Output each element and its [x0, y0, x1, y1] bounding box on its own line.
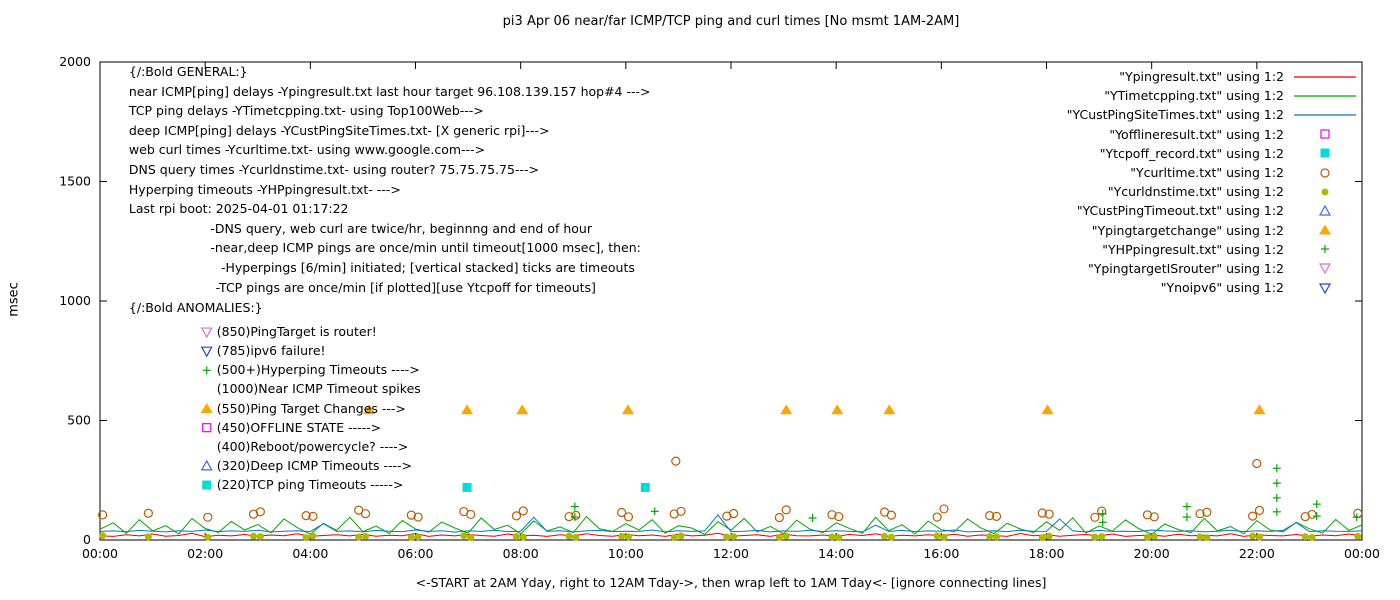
legend-label: "YTimetcpping.txt" using 1:2	[1104, 88, 1284, 104]
triangle-up-open-marker-icon	[1318, 204, 1332, 216]
legend-entry-YHPpingresult: "YHPpingresult.txt" using 1:2	[1067, 240, 1358, 259]
legend-label: "YHPpingresult.txt" using 1:2	[1102, 241, 1284, 257]
plus-marker-icon	[1321, 245, 1329, 254]
legend-label: "YCustPingSiteTimes.txt" using 1:2	[1066, 107, 1284, 123]
legend-entry-Yofflineresult: "Yofflineresult.txt" using 1:2	[1067, 125, 1358, 144]
legend-label: "Ypingtargetchange" using 1:2	[1091, 222, 1284, 238]
legend-entry-YTimetcpping: "YTimetcpping.txt" using 1:2	[1067, 86, 1358, 105]
triangle-down-open-marker-icon	[1318, 283, 1332, 294]
line-marker-icon	[1294, 95, 1356, 97]
square-filled-marker-icon	[1320, 148, 1330, 158]
series-Ycurltime	[98, 456, 1363, 523]
x-tick-label: 08:00	[503, 546, 539, 561]
series-YHPpingresult	[570, 464, 1361, 527]
x-tick-label: 12:00	[713, 546, 749, 561]
legend-label: "YpingtargetISrouter" using 1:2	[1087, 260, 1284, 276]
x-tick-label: 22:00	[1239, 546, 1275, 561]
y-tick-label: 0	[83, 532, 91, 547]
x-tick-label: 04:00	[292, 546, 328, 561]
y-tick-label: 2000	[59, 54, 91, 69]
y-tick-label: 500	[67, 413, 91, 428]
triangle-down-open-marker-icon	[1318, 263, 1332, 275]
x-tick-label: 20:00	[1134, 546, 1170, 561]
series-Ytcpoff_record	[462, 482, 650, 492]
legend-entry-Ynoipv6: "Ynoipv6" using 1:2	[1067, 278, 1358, 297]
legend-entry-Ypingresult: "Ypingresult.txt" using 1:2	[1067, 67, 1358, 86]
square-open-marker-icon	[1320, 129, 1330, 139]
x-tick-label: 14:00	[818, 546, 854, 561]
x-tick-label: 00:00	[82, 546, 118, 561]
legend-entry-Ycurltime: "Ycurltime.txt" using 1:2	[1067, 163, 1358, 182]
legend-label: "Yofflineresult.txt" using 1:2	[1109, 126, 1284, 142]
legend-entry-Ypingtargetchange: "Ypingtargetchange" using 1:2	[1067, 221, 1358, 240]
triangle-up-filled-marker-icon	[1319, 224, 1331, 235]
x-tick-label: 18:00	[1028, 546, 1064, 561]
legend-entry-YCustPingTimeout: "YCustPingTimeout.txt" using 1:2	[1067, 201, 1358, 220]
legend-label: "Ycurltime.txt" using 1:2	[1130, 165, 1284, 181]
y-tick-label: 1000	[59, 293, 91, 308]
y-axis-label: msec	[6, 282, 22, 317]
series-Ypingtargetchange	[363, 404, 1266, 415]
x-tick-label: 02:00	[187, 546, 223, 561]
legend-label: "Ytcpoff_record.txt" using 1:2	[1099, 145, 1284, 161]
circle-filled-marker-icon	[1321, 188, 1329, 196]
y-tick-label: 1500	[59, 174, 91, 189]
legend-entry-Ycurldnstime: "Ycurldnstime.txt" using 1:2	[1067, 182, 1358, 201]
circle-open-marker-icon	[1320, 167, 1330, 178]
x-tick-label: 00:00	[1344, 546, 1380, 561]
x-tick-label: 16:00	[923, 546, 959, 561]
series-Ycurldnstime	[99, 532, 1362, 542]
series-YCustPingSiteTimes	[99, 514, 1363, 533]
x-tick-label: 10:00	[608, 546, 644, 561]
legend-entry-Ytcpoff_record: "Ytcpoff_record.txt" using 1:2	[1067, 144, 1358, 163]
legend-label: "YCustPingTimeout.txt" using 1:2	[1076, 203, 1284, 219]
legend-label: "Ycurldnstime.txt" using 1:2	[1107, 184, 1284, 200]
legend-entry-YCustPingSiteTimes: "YCustPingSiteTimes.txt" using 1:2	[1067, 105, 1358, 124]
chart-title: pi3 Apr 06 near/far ICMP/TCP ping and cu…	[502, 14, 960, 29]
legend: "Ypingresult.txt" using 1:2 "YTimetcpping…	[1067, 67, 1358, 297]
x-tick-label: 06:00	[397, 546, 433, 561]
legend-entry-YpingtargetISrouter: "YpingtargetISrouter" using 1:2	[1067, 259, 1358, 278]
legend-label: "Ypingresult.txt" using 1:2	[1119, 69, 1284, 85]
x-axis-caption: <-START at 2AM Yday, right to 12AM Tday-…	[415, 575, 1047, 590]
line-marker-icon	[1294, 75, 1356, 78]
line-marker-icon	[1294, 114, 1356, 116]
legend-label: "Ynoipv6" using 1:2	[1160, 280, 1284, 296]
